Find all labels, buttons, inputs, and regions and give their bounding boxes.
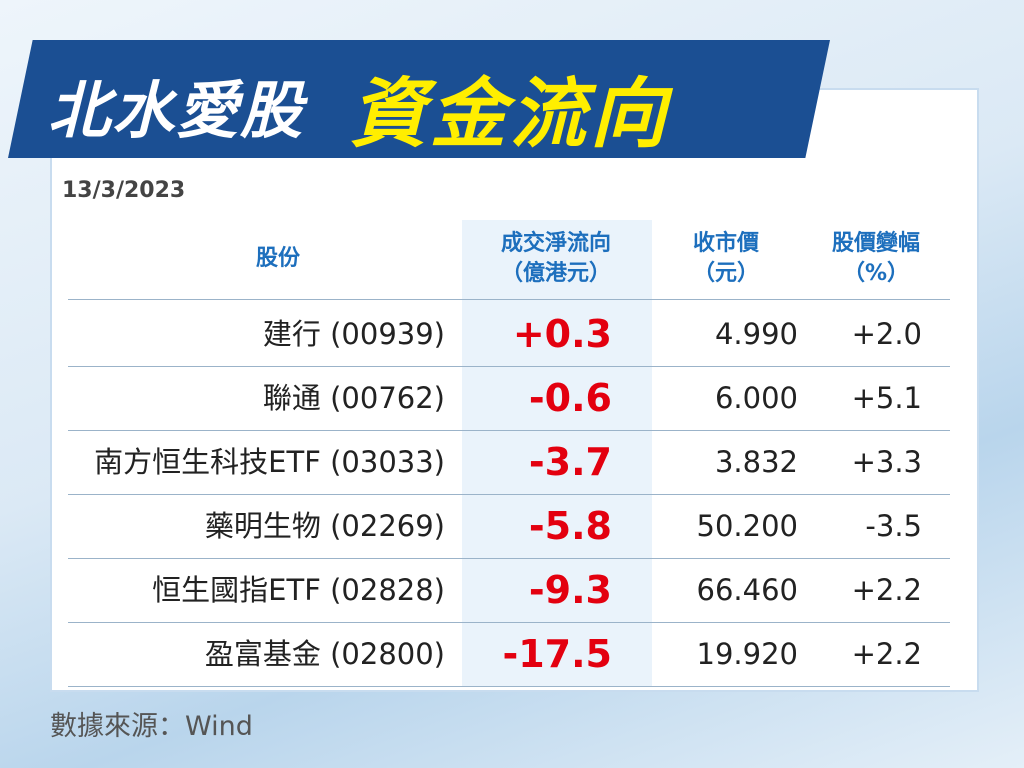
separator — [68, 299, 950, 300]
net-flow: +0.3 — [512, 312, 612, 356]
close-price: 3.832 — [714, 445, 798, 479]
net-flow: -0.6 — [528, 376, 612, 420]
title-part1: 北水愛股 — [48, 74, 305, 147]
column-header: （%） — [842, 261, 910, 286]
separator — [68, 494, 950, 495]
separator — [68, 622, 950, 623]
close-price: 50.200 — [696, 509, 798, 543]
price-change: -3.5 — [865, 509, 922, 543]
column-header: 收市價 — [692, 231, 759, 256]
close-price: 66.460 — [696, 573, 798, 607]
price-change: +2.0 — [851, 317, 922, 351]
price-change: +5.1 — [851, 381, 922, 415]
close-price: 6.000 — [714, 381, 798, 415]
title-part2: 資金流向 — [350, 69, 670, 158]
stock-name: 恒生國指ETF (02828) — [152, 573, 445, 607]
stock-name: 藥明生物 (02269) — [204, 509, 445, 543]
stock-name: 聯通 (00762) — [262, 381, 445, 415]
column-header: （億港元） — [500, 261, 611, 286]
price-change: +2.2 — [851, 573, 922, 607]
date: 13/3/2023 — [62, 178, 186, 203]
separator — [68, 366, 950, 367]
separator — [68, 430, 950, 431]
net-flow: -3.7 — [528, 440, 612, 484]
stock-name: 南方恒生科技ETF (03033) — [94, 445, 445, 479]
net-flow: -5.8 — [528, 504, 612, 548]
column-header: 股價變幅 — [831, 231, 920, 256]
net-flow: -9.3 — [528, 568, 612, 612]
price-change: +3.3 — [851, 445, 922, 479]
title-banner — [8, 40, 830, 158]
column-highlight — [462, 220, 652, 686]
stock-name: 盈富基金 (02800) — [204, 637, 445, 671]
price-change: +2.2 — [851, 637, 922, 671]
close-price: 19.920 — [696, 637, 798, 671]
source: 數據來源：Wind — [50, 711, 253, 742]
separator — [68, 686, 950, 687]
close-price: 4.990 — [714, 317, 798, 351]
stock-name: 建行 (00939) — [262, 317, 445, 351]
column-header: （元） — [692, 261, 759, 286]
net-flow: -17.5 — [502, 632, 612, 676]
column-header: 股份 — [255, 246, 300, 271]
column-header: 成交淨流向 — [500, 231, 611, 256]
separator — [68, 558, 950, 559]
